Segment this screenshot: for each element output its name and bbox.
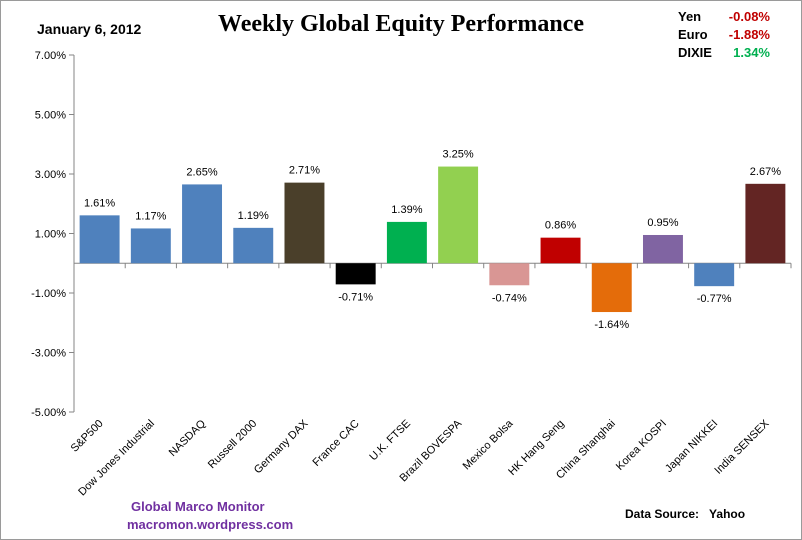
y-tick-label: -1.00% xyxy=(31,288,66,300)
bar-7 xyxy=(386,221,427,264)
x-category-label: India SENSEX xyxy=(712,417,772,477)
x-category-label: Germany DAX xyxy=(252,417,311,476)
y-tick-label: 7.00% xyxy=(35,50,66,62)
bar-9 xyxy=(489,263,530,286)
currency-value-yen: -0.08% xyxy=(728,9,770,24)
data-label: -0.71% xyxy=(338,291,373,303)
currency-label-yen: Yen xyxy=(678,9,702,24)
bar-5 xyxy=(284,182,325,264)
data-label: 2.71% xyxy=(289,165,320,177)
bar-6 xyxy=(335,263,376,285)
data-label: 1.19% xyxy=(238,210,269,222)
data-source-value: Yahoo xyxy=(709,507,746,521)
y-tick-label: -5.00% xyxy=(31,407,66,419)
credit-line-1: Global Marco Monitor xyxy=(131,499,265,514)
currency-label-dixie: DIXIE xyxy=(678,45,712,60)
y-tick-label: -3.00% xyxy=(31,348,66,360)
data-label: -0.77% xyxy=(697,293,732,305)
bar-13 xyxy=(694,263,735,287)
data-label: 2.67% xyxy=(750,166,781,178)
bar-14 xyxy=(745,183,786,264)
data-label: 1.61% xyxy=(84,197,115,209)
data-label: -1.64% xyxy=(594,319,629,331)
currency-value-dixie: 1.34% xyxy=(733,45,770,60)
bar-2 xyxy=(130,228,171,264)
data-label: 3.25% xyxy=(443,149,474,161)
chart-title: Weekly Global Equity Performance xyxy=(218,11,584,37)
bar-11 xyxy=(591,263,632,313)
currency-value-euro: -1.88% xyxy=(728,27,770,42)
y-tick-label: 3.00% xyxy=(35,169,66,181)
bar-3 xyxy=(182,184,223,264)
x-category-label: S&P500 xyxy=(69,418,106,455)
x-category-label: Mexico Bolsa xyxy=(461,417,516,472)
x-category-label: Japan NIKKEI xyxy=(663,418,720,475)
data-label: 2.65% xyxy=(186,166,217,178)
x-category-label: NASDAQ xyxy=(167,417,209,459)
bar-12 xyxy=(642,234,683,264)
report-date: January 6, 2012 xyxy=(37,21,142,37)
data-source: Data Source: Yahoo xyxy=(625,507,745,521)
data-label: 0.86% xyxy=(545,220,576,232)
bar-4 xyxy=(233,227,274,264)
x-category-label: France CAC xyxy=(311,418,362,469)
data-label: 1.39% xyxy=(391,204,422,216)
bar-1 xyxy=(79,215,120,264)
data-label: -0.74% xyxy=(492,292,527,304)
x-category-label: Korea KOSPI xyxy=(614,418,669,473)
bar-10 xyxy=(540,237,581,264)
y-tick-label: 1.00% xyxy=(35,229,66,241)
currency-label-euro: Euro xyxy=(678,27,708,42)
y-tick-label: 5.00% xyxy=(35,110,66,122)
bar-8 xyxy=(438,166,479,264)
data-source-label: Data Source: xyxy=(625,507,700,521)
data-label: 1.17% xyxy=(135,210,166,222)
x-category-label: Russell 2000 xyxy=(206,418,259,471)
credit-line-2: macromon.wordpress.com xyxy=(127,517,294,532)
data-label: 0.95% xyxy=(647,217,678,229)
x-category-label: U.K. FTSE xyxy=(367,418,413,464)
